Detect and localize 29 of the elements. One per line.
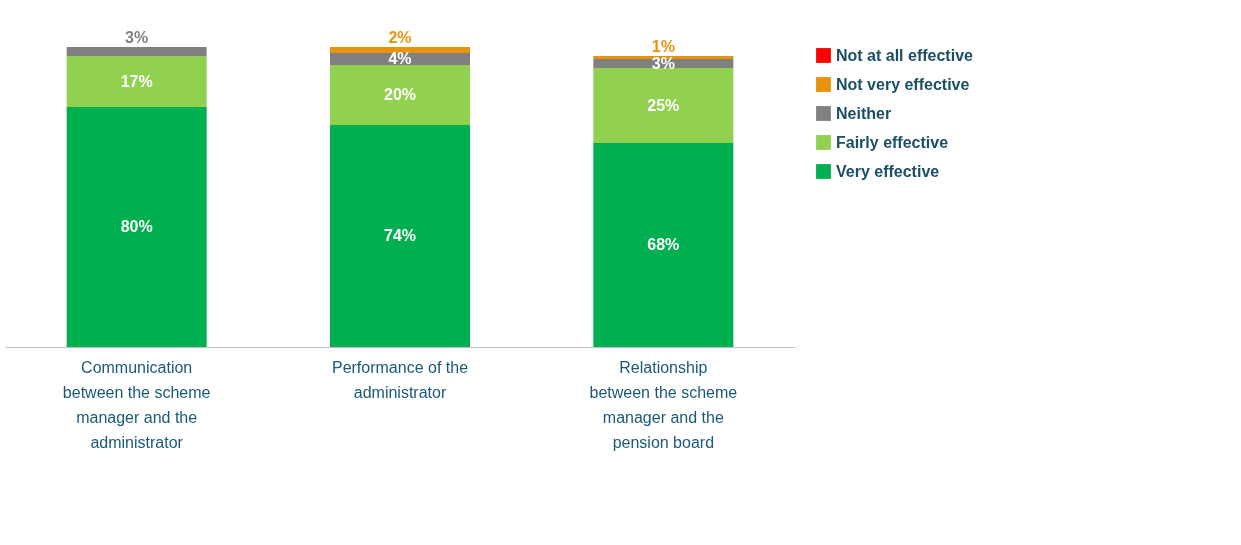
data-label: 3%	[651, 54, 675, 72]
x-tick-label: Communication between the scheme manager and the administrator	[62, 358, 211, 451]
data-label: 25%	[647, 96, 680, 114]
data-label: 1%	[651, 38, 675, 55]
data-label: 68%	[647, 236, 680, 253]
bar	[593, 143, 734, 347]
legend-label: Very effective	[836, 162, 940, 180]
legend-label: Not at all effective	[836, 46, 974, 64]
data-label: 3%	[125, 29, 149, 46]
data-label: 2%	[388, 29, 412, 46]
bar	[330, 65, 470, 125]
bar	[330, 53, 470, 65]
data-label: 17%	[120, 72, 153, 90]
bar	[593, 68, 734, 143]
data-label: 80%	[120, 218, 153, 235]
bar	[66, 56, 207, 107]
bar	[66, 107, 207, 347]
legend-label: Fairly effective	[836, 133, 949, 151]
x-tick-label: Relationship between the scheme manager and the pension board	[589, 358, 738, 451]
legend-label: Neither	[836, 104, 892, 122]
bar	[330, 47, 470, 53]
data-label: 4%	[388, 50, 412, 67]
legend-label: Not very effective	[836, 75, 970, 93]
bar	[593, 56, 734, 59]
data-label: 74%	[383, 227, 417, 244]
bar	[66, 47, 207, 56]
x-tick-label: Performance of the administrator	[331, 358, 469, 401]
data-label: 20%	[383, 86, 417, 103]
bar	[330, 125, 470, 347]
